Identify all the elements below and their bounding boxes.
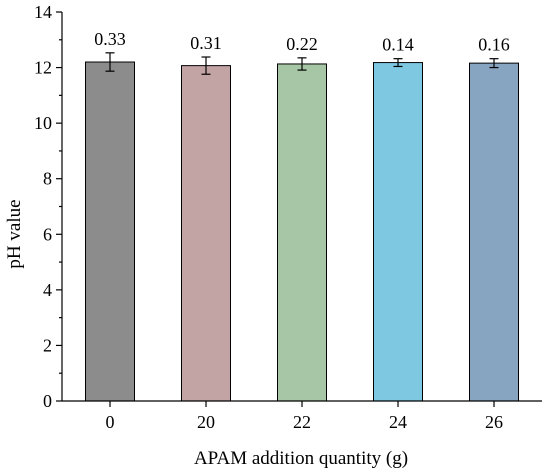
x-tick-label: 0 bbox=[106, 412, 115, 432]
y-tick-label: 4 bbox=[43, 280, 52, 300]
x-tick-label: 24 bbox=[389, 412, 407, 432]
y-tick-label: 10 bbox=[34, 113, 52, 133]
x-tick-label: 20 bbox=[197, 412, 215, 432]
y-tick-label: 6 bbox=[43, 224, 52, 244]
bars-group bbox=[85, 61, 519, 402]
data-label: 0.22 bbox=[286, 34, 318, 54]
y-tick-label: 14 bbox=[34, 2, 52, 22]
bar bbox=[469, 62, 519, 402]
bar bbox=[373, 62, 423, 402]
error-bars-group bbox=[105, 52, 499, 75]
x-axis-title: APAM addition quantity (g) bbox=[194, 448, 408, 469]
y-ticks-group: 0 2 4 6 8 10 12 14 bbox=[34, 2, 62, 411]
x-ticks-group: 0 20 22 24 26 bbox=[106, 401, 503, 432]
data-label: 0.33 bbox=[94, 29, 126, 49]
y-tick-label: 2 bbox=[43, 335, 52, 355]
y-tick-label: 0 bbox=[43, 391, 52, 411]
x-tick-label: 26 bbox=[485, 412, 503, 432]
bar bbox=[181, 65, 231, 402]
y-axis-title: pH value bbox=[4, 199, 25, 268]
y-tick-label: 8 bbox=[43, 169, 52, 189]
data-labels-group: 0.33 0.31 0.22 0.14 0.16 bbox=[94, 29, 510, 55]
data-label: 0.14 bbox=[382, 35, 414, 55]
y-tick-label: 12 bbox=[34, 58, 52, 78]
data-label: 0.31 bbox=[190, 33, 222, 53]
bar bbox=[277, 63, 327, 402]
x-tick-label: 22 bbox=[293, 412, 311, 432]
bar bbox=[85, 61, 135, 402]
data-label: 0.16 bbox=[478, 35, 510, 55]
